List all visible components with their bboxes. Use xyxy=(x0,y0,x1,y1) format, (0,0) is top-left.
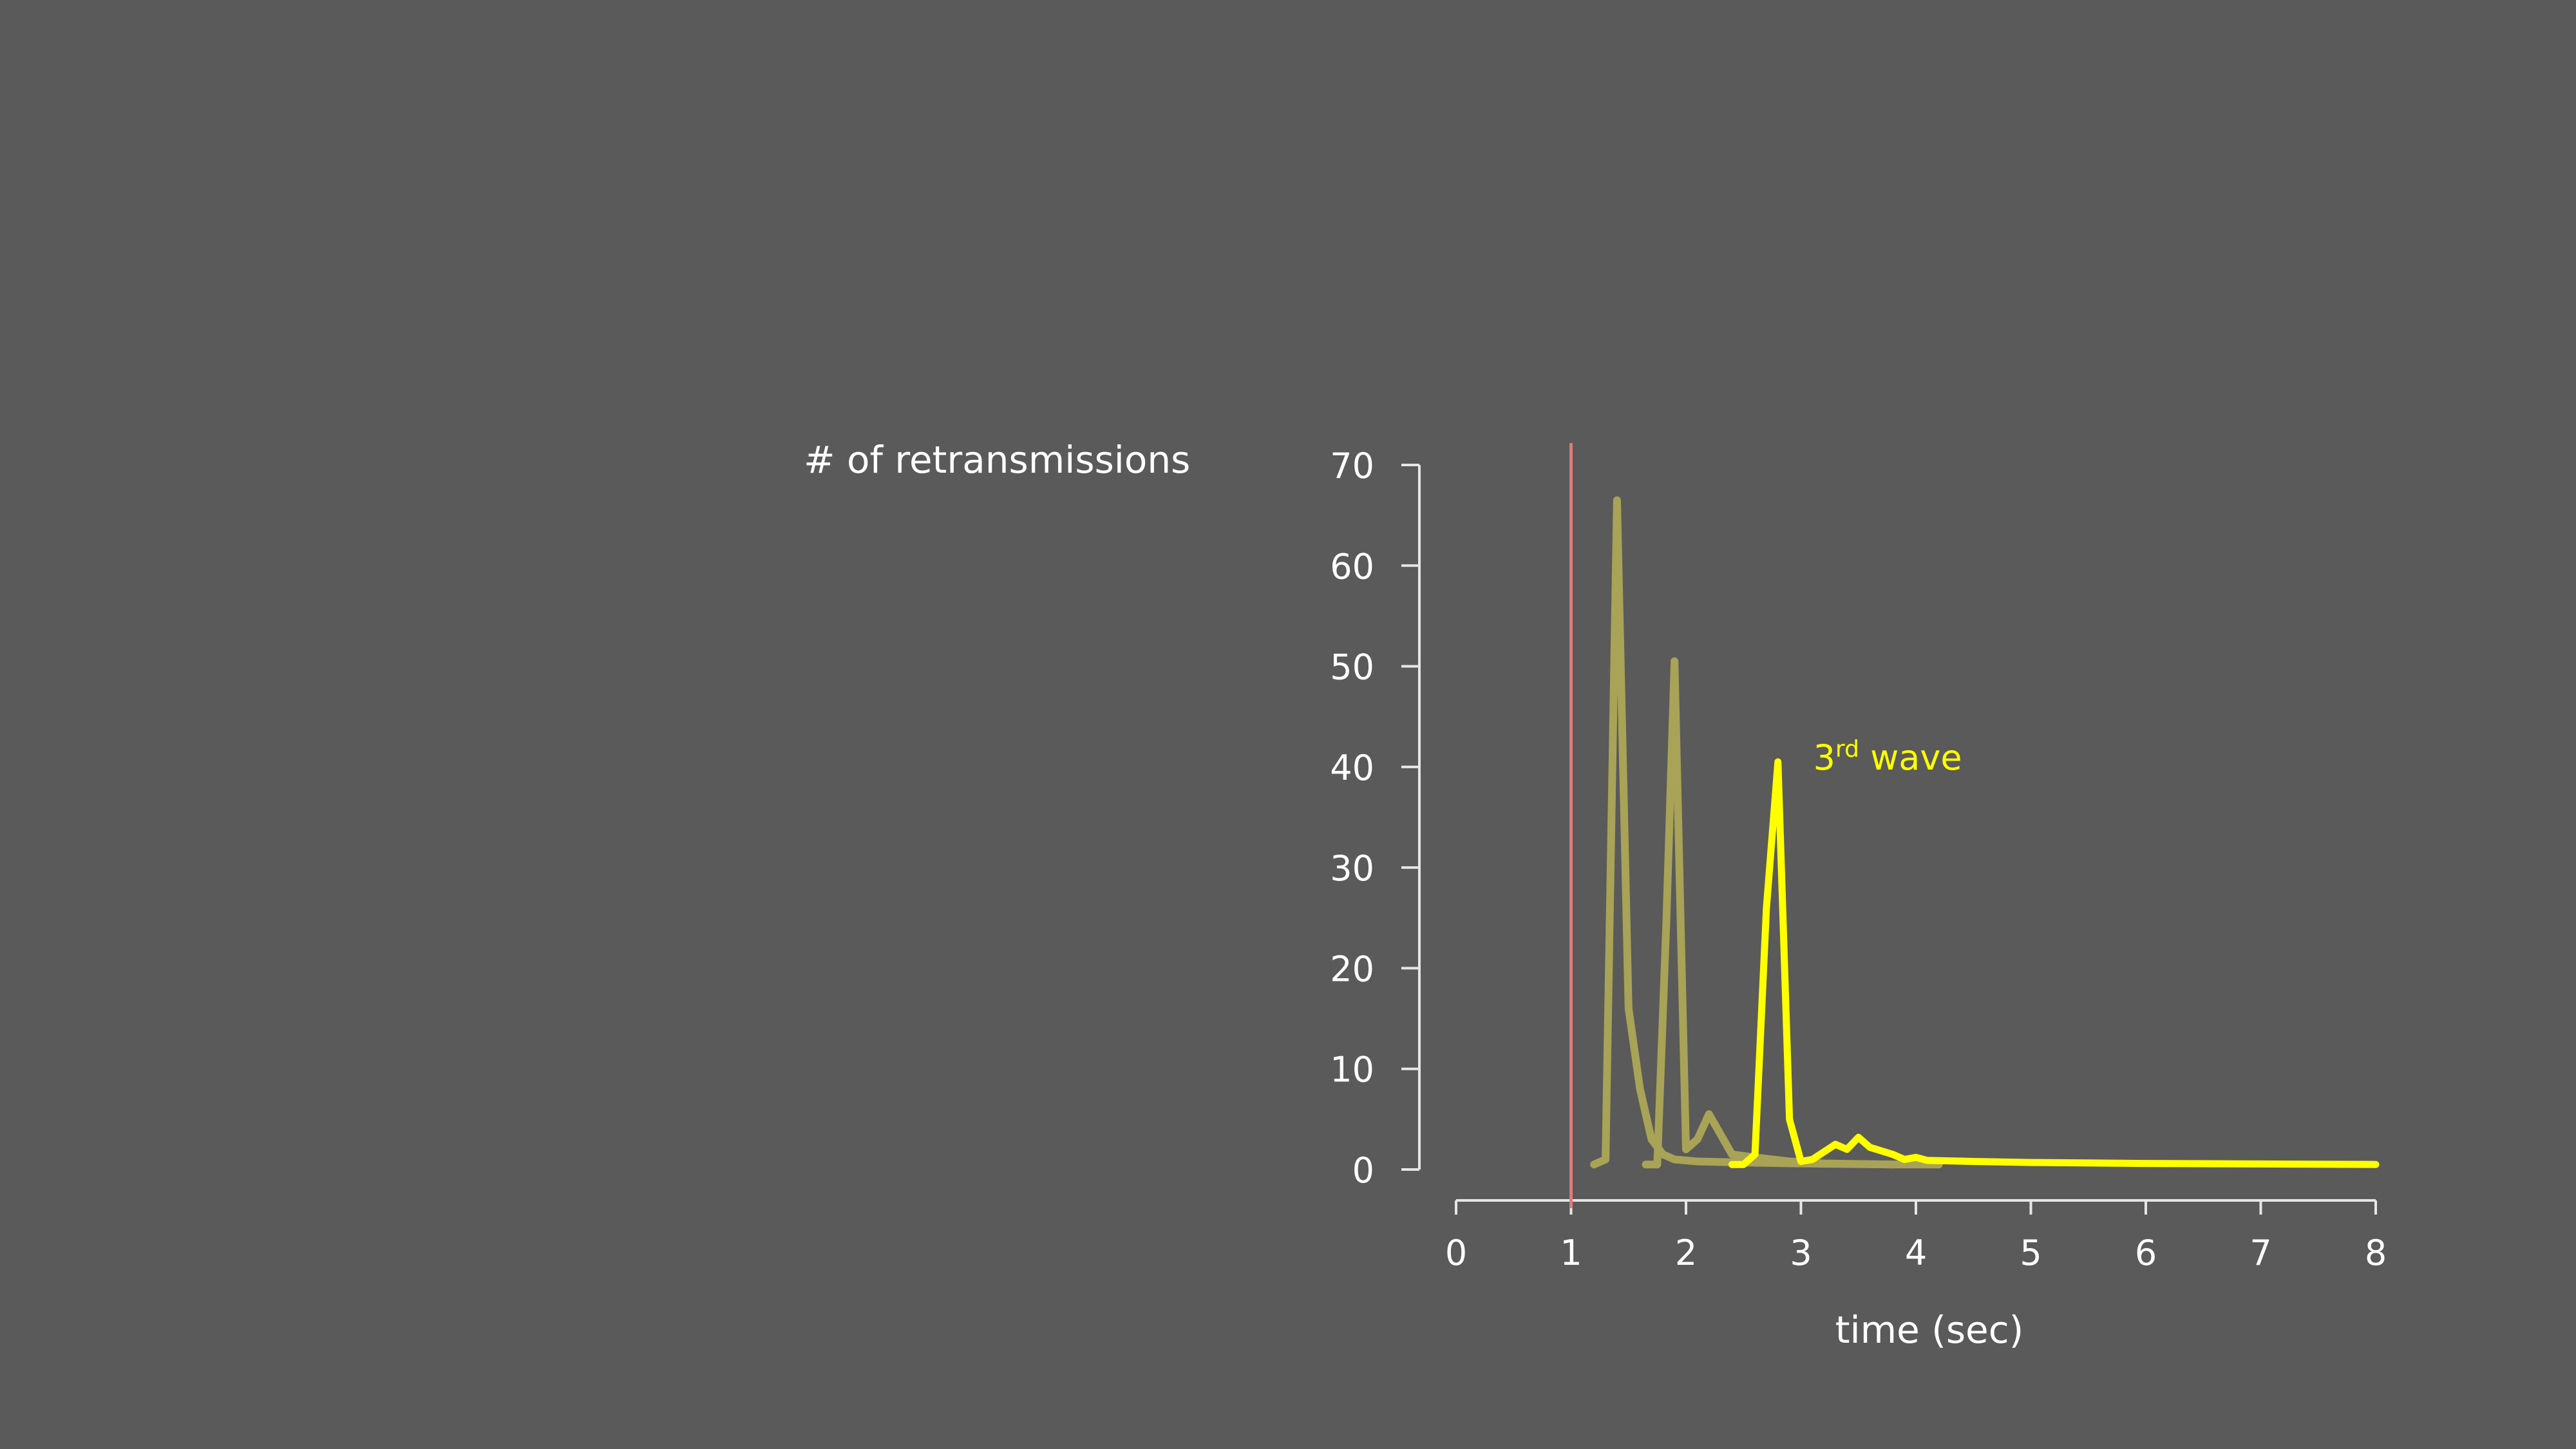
y-tick-label: 30 xyxy=(1330,848,1374,889)
y-tick-label: 70 xyxy=(1330,446,1374,486)
y-axis: 0 10 20 30 40 50 60 70 xyxy=(1330,446,1421,1191)
x-tick-label: 3 xyxy=(1790,1233,1812,1273)
x-axis: 0 1 2 3 4 5 6 7 8 xyxy=(1445,1199,2387,1273)
y-tick-label: 20 xyxy=(1330,949,1374,989)
series-layer xyxy=(1569,443,2380,1208)
series-line-2 xyxy=(1642,657,1943,1169)
series-line-1 xyxy=(1590,496,1897,1169)
y-tick-label: 10 xyxy=(1330,1050,1374,1090)
x-tick-label: 7 xyxy=(2249,1233,2271,1273)
x-tick-label: 4 xyxy=(1905,1233,1927,1273)
x-tick-label: 1 xyxy=(1560,1233,1582,1273)
x-tick-label: 2 xyxy=(1675,1233,1697,1273)
x-axis-title: time (sec) xyxy=(1835,1308,2024,1352)
y-axis-title: # of retransmissions xyxy=(804,438,1191,482)
series-line-3 xyxy=(1728,758,2380,1168)
y-tick-label: 40 xyxy=(1330,748,1374,788)
x-tick-label: 0 xyxy=(1445,1233,1467,1273)
annotation-layer: 3rd wave xyxy=(1814,736,1962,778)
y-tick-label: 60 xyxy=(1330,546,1374,587)
x-tick-label: 6 xyxy=(2135,1233,2157,1273)
x-tick-label: 8 xyxy=(2365,1233,2387,1273)
x-tick-label: 5 xyxy=(2020,1233,2041,1273)
third-wave-annotation: 3rd wave xyxy=(1814,736,1962,778)
y-tick-label: 50 xyxy=(1330,647,1374,688)
y-tick-label: 0 xyxy=(1352,1150,1374,1191)
